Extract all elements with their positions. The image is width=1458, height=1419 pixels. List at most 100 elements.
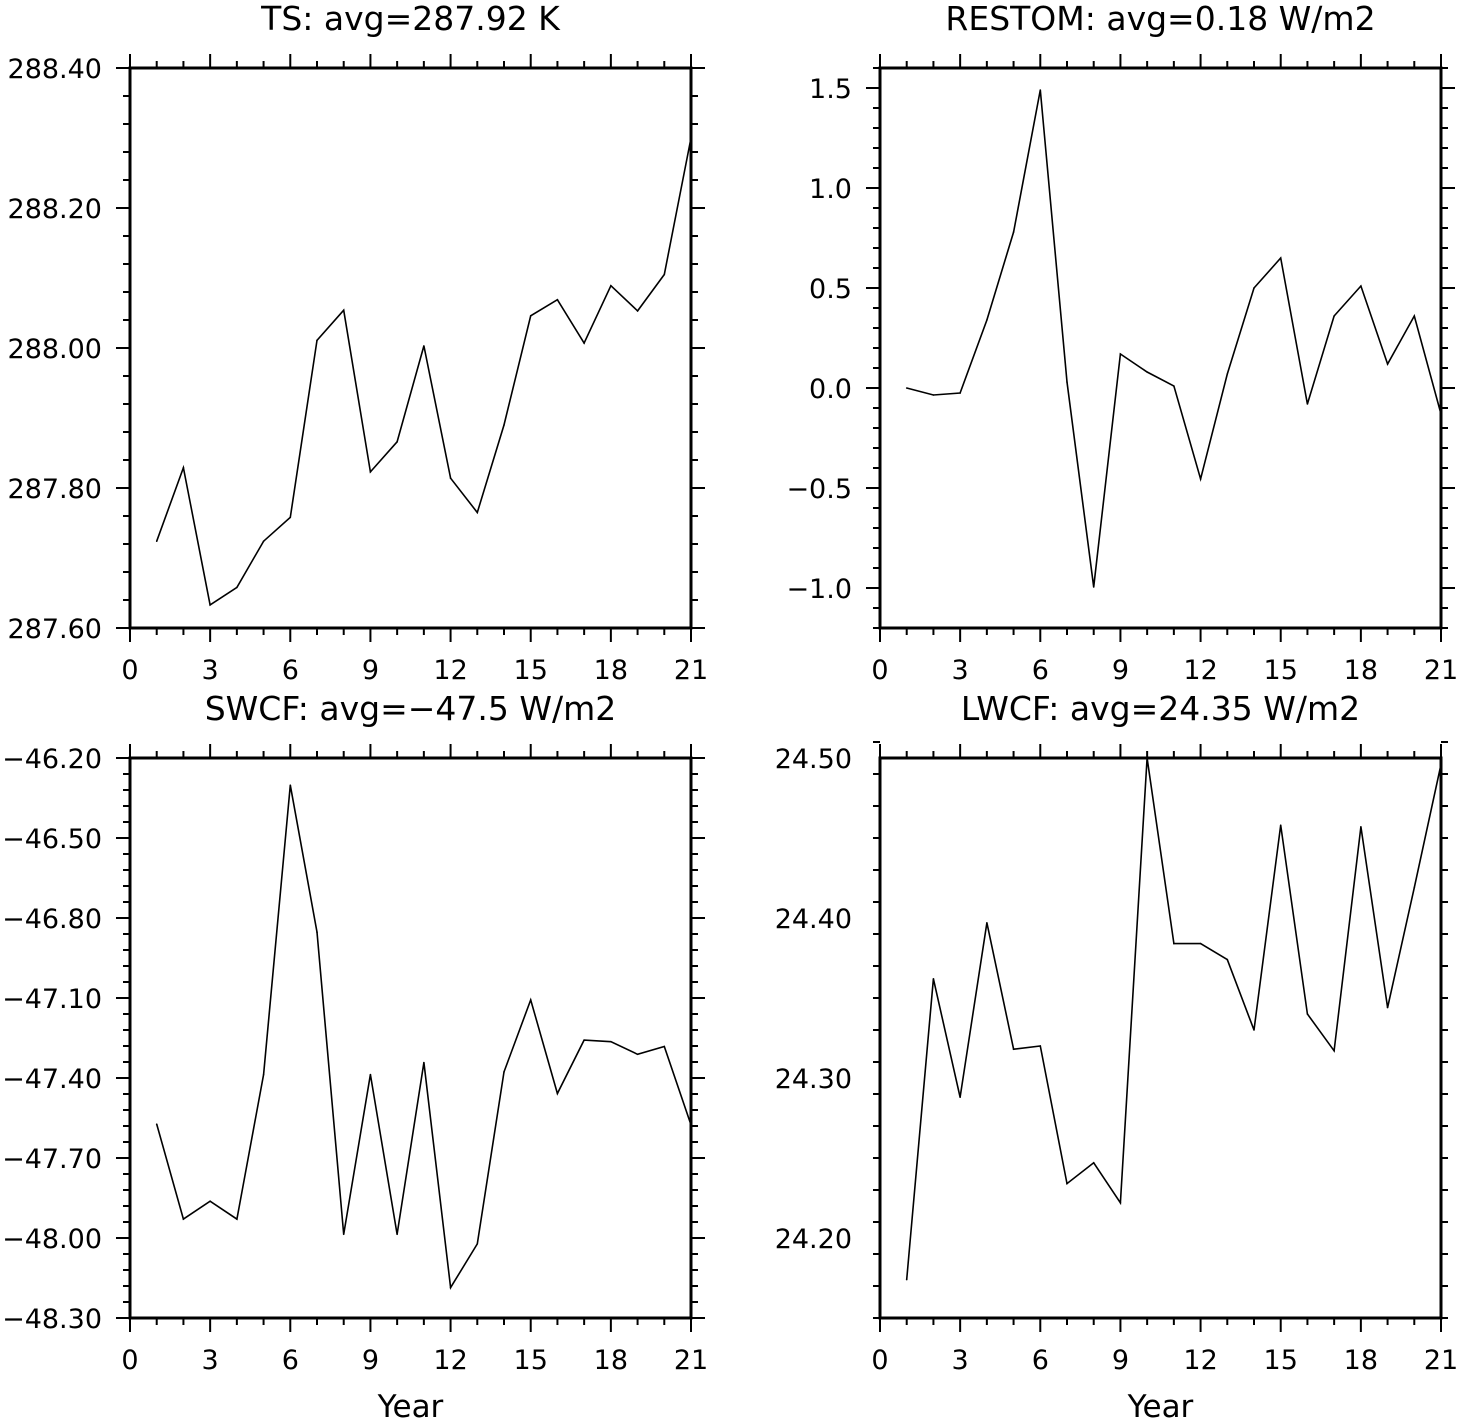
x-tick-label: 9 bbox=[1112, 1345, 1129, 1376]
data-point bbox=[236, 586, 238, 589]
x-tick-label: 15 bbox=[1264, 1345, 1298, 1376]
y-tick-label: −1.0 bbox=[786, 574, 852, 605]
panel-restom: RESTOM: avg=0.18 W/m2 0 3 6 9 12 15 18 21 −1.0 −0… bbox=[786, 0, 1458, 686]
x-tick-label: 3 bbox=[202, 1345, 219, 1376]
data-point bbox=[1146, 757, 1148, 759]
plot-frame bbox=[128, 756, 693, 1320]
data-point bbox=[1012, 1048, 1015, 1050]
data-point bbox=[476, 1243, 479, 1245]
y-axis: 287.60 287.80 288.00 288.20 288.40 bbox=[8, 54, 705, 645]
y-tick-label: 0.0 bbox=[809, 374, 852, 405]
data-point bbox=[663, 1045, 666, 1048]
data-point bbox=[1199, 942, 1202, 945]
data-point bbox=[262, 1073, 265, 1076]
data-point bbox=[1039, 1045, 1042, 1047]
data-point bbox=[1306, 1013, 1309, 1015]
data-point bbox=[369, 471, 372, 473]
data-point bbox=[690, 1124, 692, 1126]
x-tick-label: 12 bbox=[433, 1345, 467, 1376]
plot-frame bbox=[878, 756, 1443, 1320]
data-point bbox=[396, 1233, 398, 1236]
panel-lwcf: LWCF: avg=24.35 W/m2 Year 0 3 6 9 12 15 18 21 24… bbox=[775, 689, 1458, 1419]
data-point bbox=[1199, 478, 1202, 480]
panel-swcf: SWCF: avg=−47.5 W/m2 Year 0 3 6 9 12 15 18 21 −4… bbox=[2, 689, 708, 1419]
x-axis: 0 3 6 9 12 15 18 21 bbox=[871, 54, 1458, 686]
y-tick-label: 24.50 bbox=[775, 744, 852, 775]
chart-title: LWCF: avg=24.35 W/m2 bbox=[961, 689, 1360, 728]
data-point bbox=[1226, 373, 1229, 375]
data-point bbox=[1360, 826, 1362, 828]
data-point bbox=[1306, 403, 1309, 405]
x-tick-label: 15 bbox=[1264, 655, 1298, 686]
data-point bbox=[1440, 763, 1442, 766]
data-point bbox=[1279, 257, 1282, 259]
x-tick-label: 12 bbox=[1183, 1345, 1217, 1376]
data-point bbox=[663, 273, 666, 276]
data-point bbox=[1279, 824, 1282, 826]
data-point bbox=[503, 1071, 505, 1073]
y-tick-label: −46.20 bbox=[2, 744, 102, 775]
data-point bbox=[182, 466, 185, 469]
series-line bbox=[905, 757, 1442, 1280]
data-point bbox=[316, 931, 318, 933]
data-point bbox=[1066, 1182, 1068, 1185]
x-tick-label: 18 bbox=[1344, 655, 1378, 686]
x-tick-label: 18 bbox=[1344, 1345, 1378, 1376]
x-tick-label: 21 bbox=[1424, 1345, 1458, 1376]
data-point bbox=[529, 999, 532, 1001]
data-points bbox=[155, 784, 692, 1289]
x-tick-label: 12 bbox=[433, 655, 467, 686]
data-point bbox=[476, 511, 479, 514]
data-point bbox=[1333, 315, 1335, 317]
y-tick-label: 1.5 bbox=[809, 74, 852, 105]
x-axis: 0 3 6 9 12 15 18 21 bbox=[121, 744, 708, 1376]
data-point bbox=[905, 387, 908, 389]
x-tick-label: 9 bbox=[362, 1345, 379, 1376]
data-point bbox=[369, 1073, 372, 1076]
data-point bbox=[1119, 1202, 1122, 1204]
data-point bbox=[932, 394, 935, 396]
y-axis: −1.0 −0.5 0.0 0.5 1.0 1.5 bbox=[786, 67, 1455, 629]
data-point bbox=[583, 1039, 585, 1041]
data-point bbox=[1173, 942, 1175, 945]
x-tick-label: 3 bbox=[952, 655, 969, 686]
x-tick-label: 0 bbox=[121, 655, 138, 686]
y-tick-label: 1.0 bbox=[809, 174, 852, 205]
series-line bbox=[906, 89, 1442, 588]
data-point bbox=[289, 784, 292, 786]
data-point bbox=[1360, 285, 1362, 287]
data-point bbox=[236, 1218, 238, 1220]
data-point bbox=[1386, 363, 1389, 365]
x-tick-label: 3 bbox=[952, 1345, 969, 1376]
data-point bbox=[1253, 287, 1255, 289]
data-point bbox=[1173, 385, 1175, 387]
data-point bbox=[986, 922, 988, 924]
data-point bbox=[1012, 231, 1015, 233]
x-tick-label: 15 bbox=[514, 655, 548, 686]
data-point bbox=[342, 309, 345, 312]
x-tick-label: 18 bbox=[594, 655, 628, 686]
data-point bbox=[1066, 381, 1068, 383]
data-point bbox=[1386, 1006, 1389, 1009]
x-tick-label: 21 bbox=[1424, 655, 1458, 686]
x-tick-label: 9 bbox=[1112, 655, 1129, 686]
data-point bbox=[959, 1096, 961, 1098]
x-tick-label: 6 bbox=[282, 1345, 299, 1376]
data-point bbox=[1092, 1162, 1095, 1164]
data-points bbox=[155, 137, 692, 606]
y-tick-label: 24.30 bbox=[775, 1064, 852, 1095]
data-point bbox=[423, 345, 425, 347]
data-point bbox=[155, 540, 158, 542]
data-point bbox=[262, 540, 265, 542]
data-point bbox=[959, 392, 961, 394]
data-point bbox=[1039, 89, 1042, 91]
x-tick-label: 6 bbox=[282, 655, 299, 686]
y-tick-label: −47.10 bbox=[2, 984, 102, 1015]
data-point bbox=[396, 441, 398, 443]
plot-frame bbox=[878, 66, 1443, 630]
data-point bbox=[529, 315, 532, 317]
y-tick-label: 288.20 bbox=[8, 194, 102, 225]
data-point bbox=[1413, 315, 1416, 317]
data-point bbox=[449, 1286, 452, 1289]
